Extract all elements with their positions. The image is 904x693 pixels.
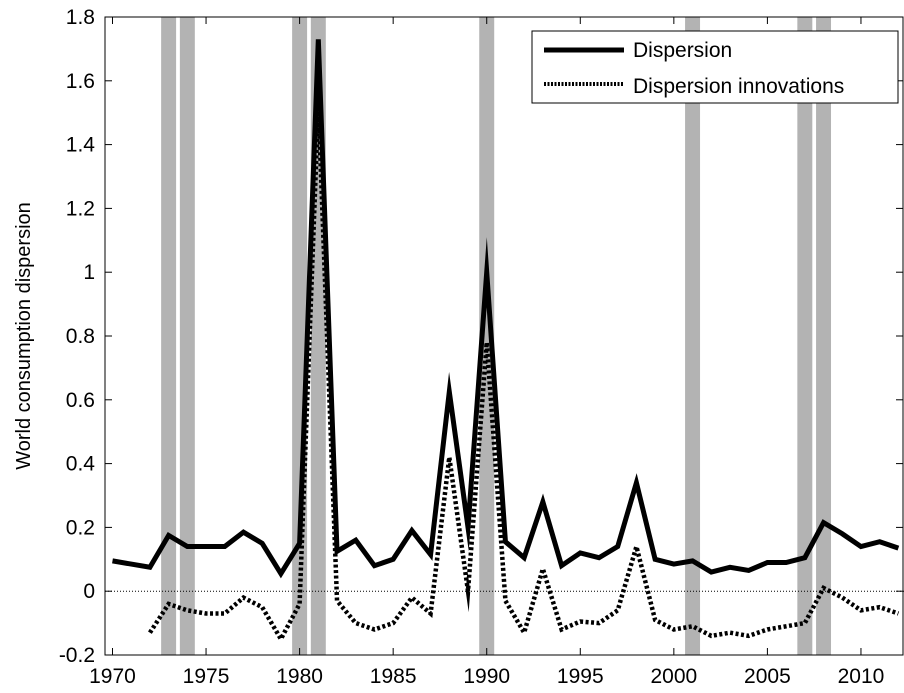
- x-axis: 1970 1975 1980 1985 1990 1995 2000 2005 2010: [89, 17, 884, 688]
- recession-bar-7: [816, 17, 832, 655]
- x-tick-label-3: 1985: [370, 665, 417, 688]
- series-line-dispersion: [112, 39, 900, 579]
- x-tick-label-6: 2000: [650, 665, 697, 688]
- y-tick-label-7: 1.2: [66, 197, 95, 220]
- y-axis: -0.2 0 0.2 0.4 0.6 0.8 1 1.2 1.4 1.6 1.8: [59, 6, 903, 667]
- legend-label-dispersion-innovations: Dispersion innovations: [633, 75, 844, 98]
- x-tick-label-7: 2005: [744, 665, 791, 688]
- y-tick-label-8: 1.4: [66, 134, 96, 157]
- y-tick-label-4: 0.6: [66, 389, 95, 412]
- recession-bar-6: [797, 17, 813, 655]
- x-tick-label-0: 1970: [89, 665, 136, 688]
- y-tick-label-0: -0.2: [59, 644, 95, 667]
- legend-label-dispersion: Dispersion: [633, 39, 732, 62]
- y-tick-label-6: 1: [83, 261, 95, 284]
- y-tick-label-10: 1.8: [66, 6, 95, 29]
- recession-bar-5: [685, 17, 701, 655]
- y-axis-label: World consumption dispersion: [13, 202, 35, 470]
- legend-box: [531, 30, 899, 104]
- x-tick-label-2: 1980: [276, 665, 323, 688]
- recession-bar-0: [161, 17, 177, 655]
- y-tick-label-2: 0.2: [66, 516, 95, 539]
- recession-bars: [161, 17, 832, 655]
- x-tick-label-1: 1975: [183, 665, 230, 688]
- legend: Dispersion Dispersion innovations: [531, 30, 899, 104]
- y-tick-label-5: 0.8: [66, 325, 95, 348]
- y-tick-label-1: 0: [83, 580, 95, 603]
- x-tick-label-5: 1995: [557, 665, 604, 688]
- recession-bar-4: [479, 17, 495, 655]
- x-tick-label-8: 2010: [838, 665, 885, 688]
- series-layer: [112, 39, 900, 644]
- y-tick-label-3: 0.4: [66, 453, 96, 476]
- series-line-dispersion-innovations: [148, 103, 900, 644]
- recession-bar-1: [179, 17, 195, 655]
- x-tick-label-4: 1990: [463, 665, 510, 688]
- y-tick-label-9: 1.6: [66, 70, 95, 93]
